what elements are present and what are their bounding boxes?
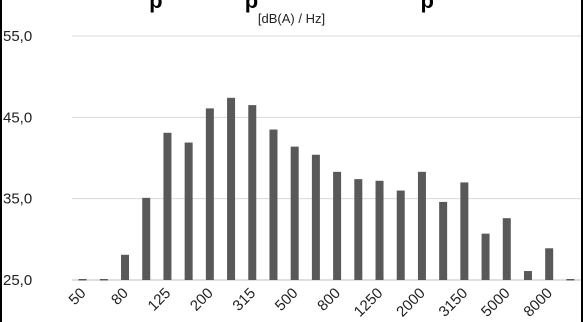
bar — [78, 279, 87, 281]
x-tick-label: 800 — [314, 285, 344, 315]
bar — [184, 142, 193, 280]
chart-subtitle: [dB(A) / Hz] — [257, 11, 326, 26]
x-tick-label: 8000 — [520, 285, 556, 321]
bar — [311, 154, 320, 280]
bar — [566, 279, 575, 281]
bar — [375, 180, 384, 280]
y-tick-label: 55,0 — [3, 28, 32, 45]
bar — [417, 171, 426, 280]
bar — [163, 132, 172, 280]
x-tick-label: 2000 — [393, 285, 429, 321]
bar — [99, 279, 108, 281]
bar — [333, 171, 342, 280]
x-tick-label: 200 — [187, 285, 217, 315]
bar — [142, 197, 151, 280]
bar — [545, 248, 554, 280]
x-tick-label: 50 — [66, 285, 90, 309]
x-tick-label: 500 — [272, 285, 302, 315]
bar — [205, 108, 214, 281]
bar — [227, 97, 236, 281]
y-tick-label: 25,0 — [3, 272, 32, 289]
x-tick-label: 1250 — [351, 285, 387, 321]
bar — [523, 271, 532, 280]
bar — [248, 105, 257, 280]
bar — [269, 129, 278, 280]
y-tick-label: 35,0 — [3, 191, 32, 208]
x-tick-label: 5000 — [478, 285, 514, 321]
bar — [290, 146, 299, 280]
title-fragment: p — [149, 0, 163, 13]
bar — [460, 182, 469, 280]
bar — [481, 233, 490, 280]
y-tick-label: 45,0 — [3, 109, 32, 126]
x-tick-label: 3150 — [436, 285, 472, 321]
title-fragment: p — [420, 0, 434, 13]
bar — [354, 179, 363, 280]
title-fragment: p — [244, 0, 259, 13]
x-tick-label: 80 — [108, 285, 132, 309]
x-tick-label: 125 — [145, 285, 175, 315]
chart-title: p p p — [0, 0, 583, 14]
x-tick-label: 315 — [229, 285, 259, 315]
bar — [121, 254, 130, 280]
bar — [396, 190, 405, 280]
bar — [502, 218, 511, 280]
bar — [439, 201, 448, 280]
